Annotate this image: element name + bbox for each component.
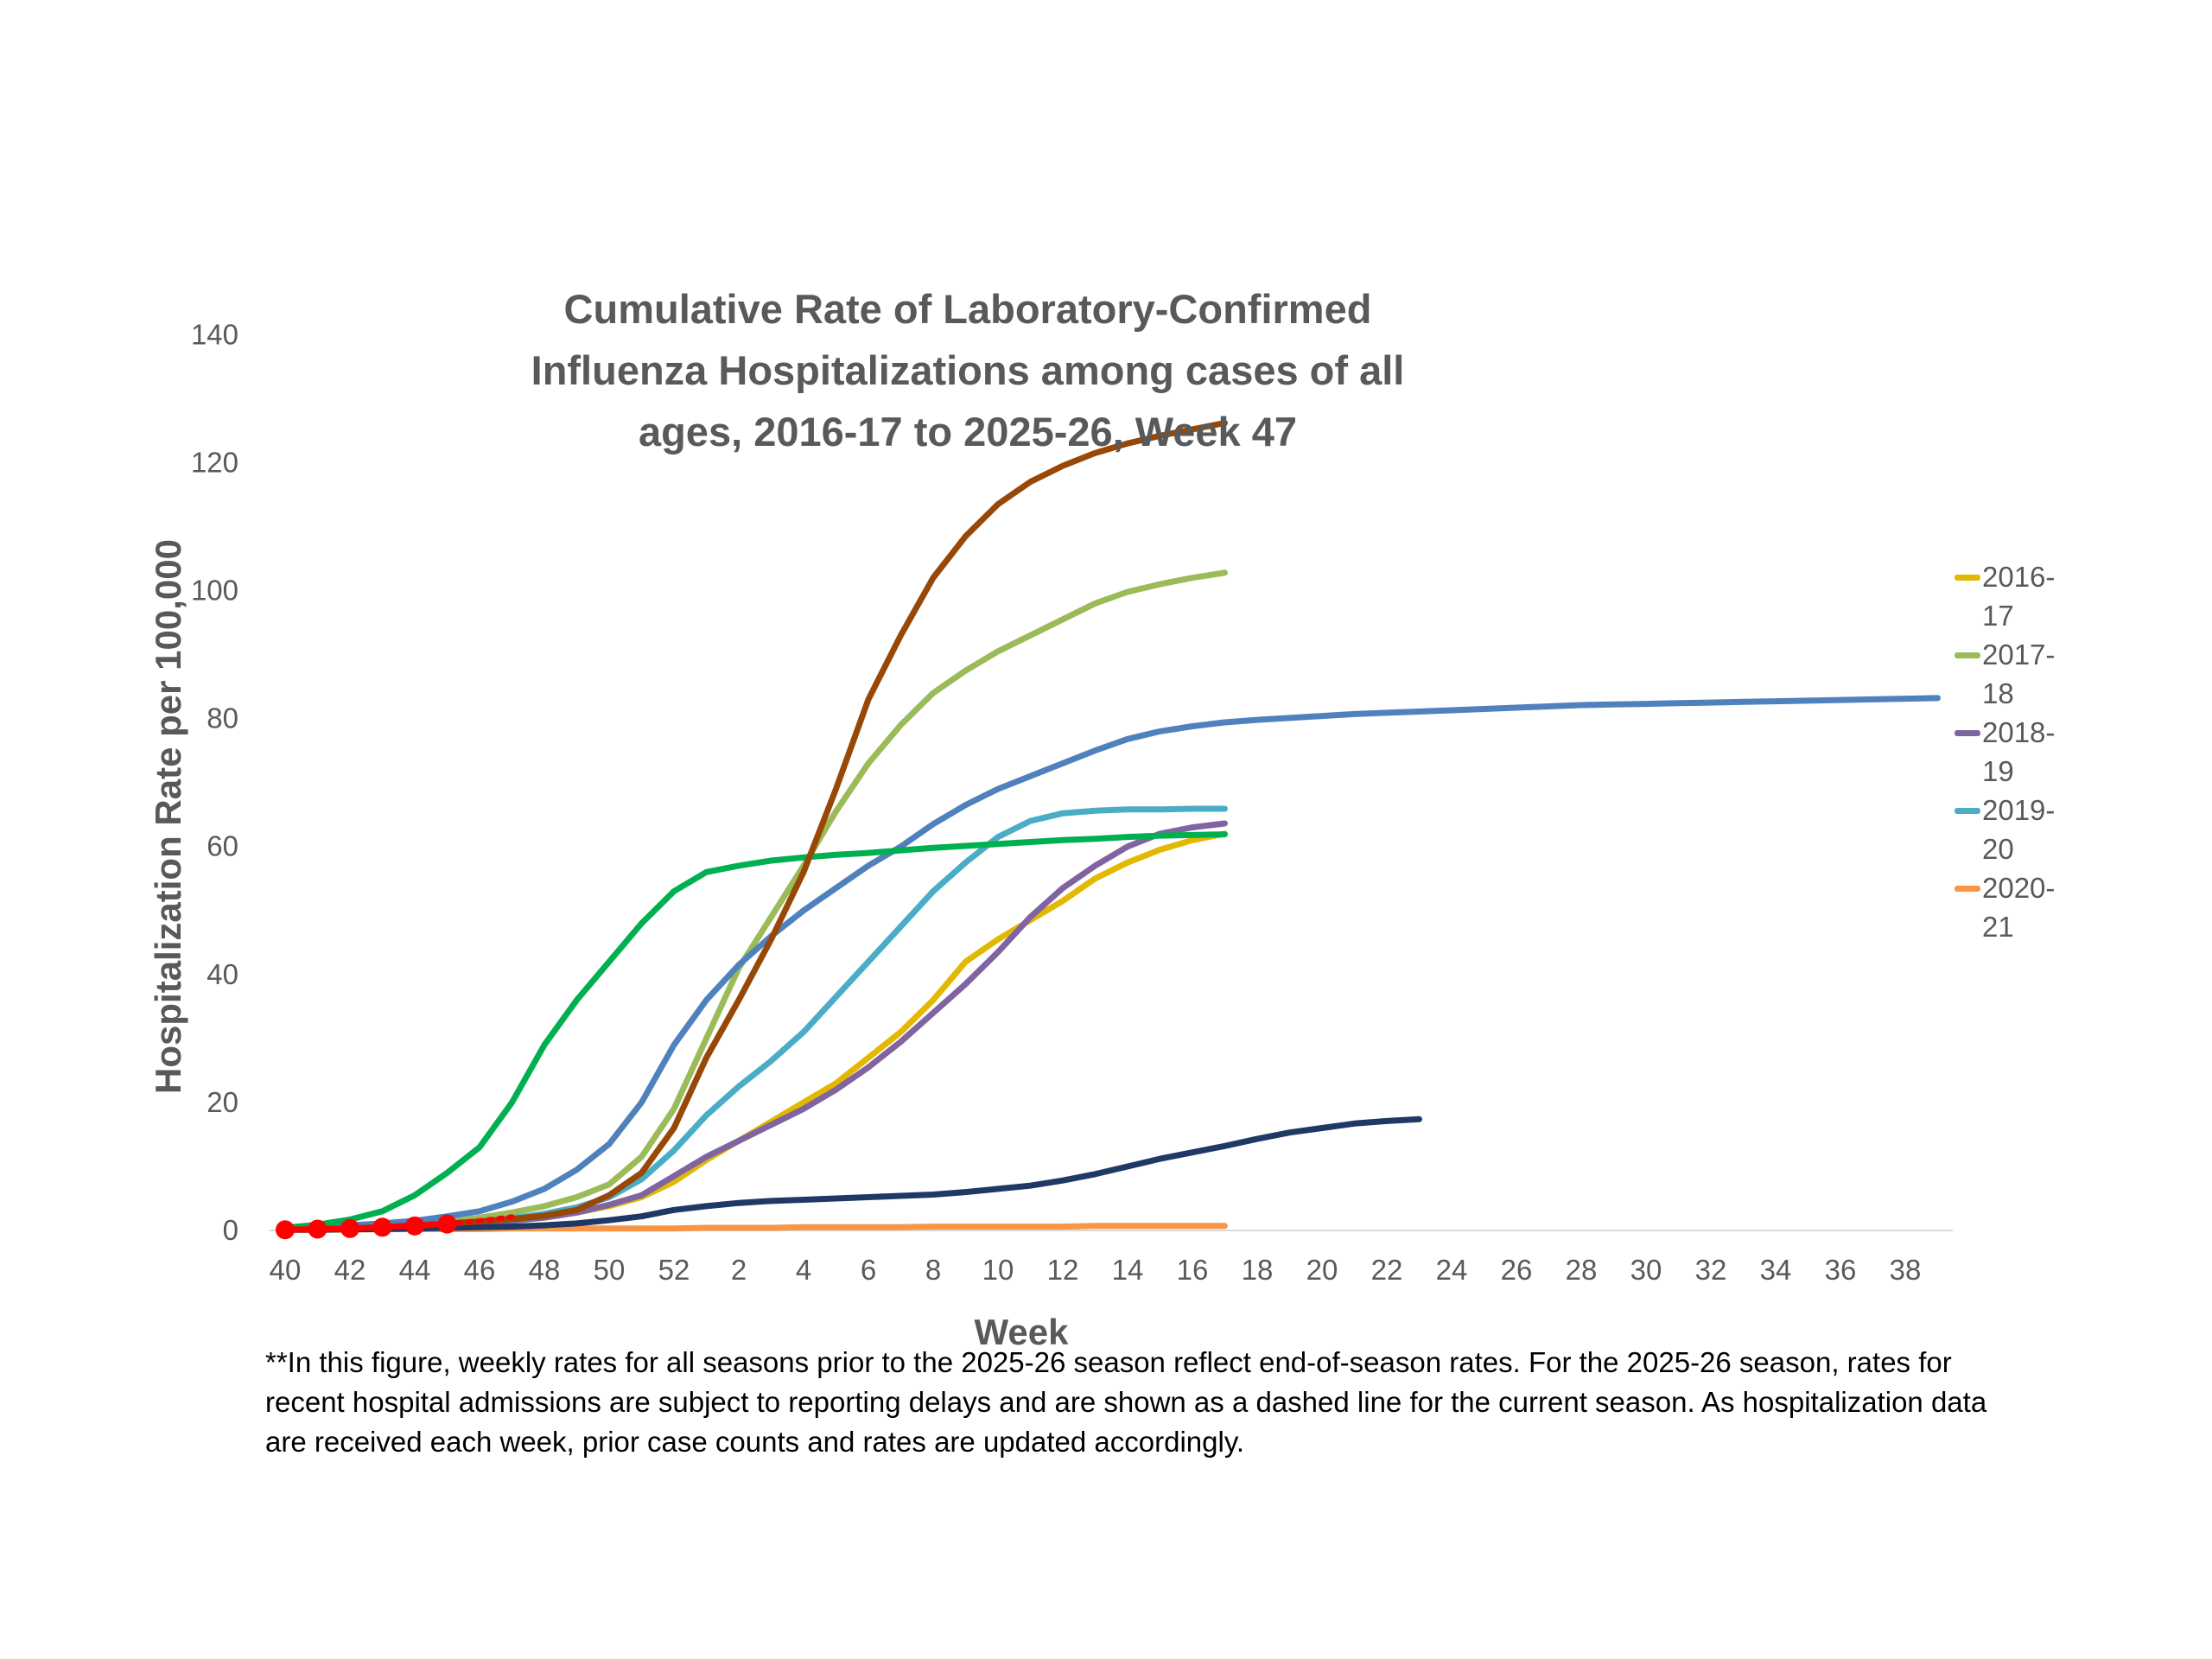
chart-title: Cumulative Rate of Laboratory-Confirmed … <box>531 286 1405 454</box>
legend-label: 2020-21 <box>1982 872 2056 943</box>
x-tick-label: 10 <box>982 1254 1014 1286</box>
x-tick-label: 34 <box>1760 1254 1792 1286</box>
series-line-season-dark-blue <box>282 1116 1422 1233</box>
legend-swatch <box>1955 808 1980 814</box>
x-tick-label: 20 <box>1306 1254 1338 1286</box>
y-tick-label: 0 <box>223 1214 238 1246</box>
x-tick-label: 26 <box>1501 1254 1533 1286</box>
legend-swatch <box>1955 886 1980 892</box>
x-tick-label: 8 <box>925 1254 941 1286</box>
legend-label: 2018-19 <box>1982 716 2056 787</box>
data-point-2025-26 <box>405 1216 424 1236</box>
legend-item: 2017-18 <box>1955 635 2084 713</box>
x-tick-label: 40 <box>270 1254 302 1286</box>
x-tick-label: 50 <box>594 1254 626 1286</box>
data-point-2025-26 <box>437 1214 457 1234</box>
y-tick-label: 100 <box>191 575 238 607</box>
x-tick-label: 36 <box>1825 1254 1857 1286</box>
series-lines <box>282 420 1941 1233</box>
legend: 2016-17 2017-18 2018-19 2019-20 2020-21 <box>1955 557 2084 946</box>
y-tick-label: 140 <box>191 318 238 350</box>
legend-item: 2016-17 <box>1955 557 2084 635</box>
y-tick-label: 80 <box>207 702 238 734</box>
current-season-markers <box>276 1214 457 1240</box>
x-tick-label: 18 <box>1242 1254 1274 1286</box>
x-tick-label: 42 <box>334 1254 366 1286</box>
y-tick-label: 20 <box>207 1086 238 1118</box>
y-axis-title: Hospitalization Rate per 100,000 <box>148 539 188 1094</box>
legend-label: 2019-20 <box>1982 794 2056 865</box>
x-tick-label: 4 <box>796 1254 811 1286</box>
y-tick-label: 60 <box>207 830 238 862</box>
y-tick-label: 40 <box>207 958 238 990</box>
x-tick-label: 24 <box>1436 1254 1468 1286</box>
footnote: **In this figure, weekly rates for all s… <box>265 1346 1987 1458</box>
series-line-season-blue <box>282 695 1941 1232</box>
x-tick-label: 6 <box>861 1254 876 1286</box>
legend-label: 2016-17 <box>1982 561 2056 632</box>
legend-label: 2017-18 <box>1982 639 2056 709</box>
legend-item: 2019-20 <box>1955 791 2084 868</box>
x-tick-label: 30 <box>1630 1254 1662 1286</box>
x-tick-label: 2 <box>731 1254 747 1286</box>
x-tick-label: 46 <box>464 1254 496 1286</box>
x-tick-label: 32 <box>1695 1254 1727 1286</box>
series-line-season-brown <box>282 420 1228 1233</box>
x-tick-label: 16 <box>1177 1254 1209 1286</box>
series-line-2025-26-dashed <box>444 1214 515 1227</box>
x-tick-label: 48 <box>529 1254 561 1286</box>
y-axis-tick-labels: 0 20 40 60 80 100 120 140 <box>191 318 238 1246</box>
legend-item: 2020-21 <box>1955 868 2084 946</box>
x-tick-label: 14 <box>1112 1254 1144 1286</box>
legend-item: 2018-19 <box>1955 713 2084 791</box>
x-tick-label: 12 <box>1047 1254 1079 1286</box>
x-tick-label: 38 <box>1890 1254 1922 1286</box>
y-tick-label: 120 <box>191 446 238 478</box>
series-line-season-green <box>282 831 1228 1231</box>
legend-swatch <box>1955 730 1980 736</box>
legend-swatch <box>1955 575 1980 581</box>
x-tick-label: 52 <box>658 1254 690 1286</box>
x-tick-label: 22 <box>1371 1254 1403 1286</box>
x-axis-title: Week <box>974 1312 1069 1352</box>
series-line-2016-17 <box>282 830 1228 1233</box>
x-tick-label: 44 <box>399 1254 431 1286</box>
data-point-2025-26 <box>340 1218 359 1238</box>
x-tick-label: 28 <box>1566 1254 1598 1286</box>
data-point-2025-26 <box>308 1219 327 1239</box>
data-point-2025-26 <box>372 1217 392 1237</box>
x-axis-tick-labels: 40 42 44 46 48 50 52 2 4 6 8 10 12 14 16 18 20 22 24 26 28 30… <box>270 1254 1922 1286</box>
legend-swatch <box>1955 652 1980 658</box>
data-point-2025-26 <box>276 1220 295 1240</box>
